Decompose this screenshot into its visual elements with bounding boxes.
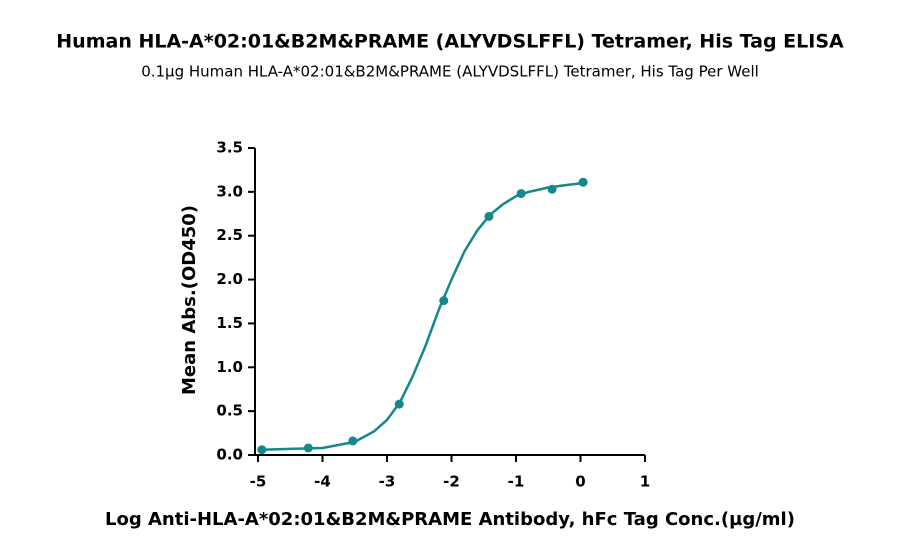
y-tick-label: 1.5 bbox=[216, 314, 243, 332]
y-tick-label: 0.0 bbox=[216, 446, 243, 464]
x-tick-label: -2 bbox=[443, 473, 460, 491]
y-tick-label: 3.0 bbox=[216, 182, 243, 200]
data-point bbox=[257, 445, 267, 455]
chart-title: Human HLA-A*02:01&B2M&PRAME (ALYVDSLFFL)… bbox=[56, 31, 844, 53]
x-tick-label: -4 bbox=[314, 473, 331, 491]
y-tick-label: 0.5 bbox=[216, 402, 243, 420]
y-tick-label: 1.0 bbox=[216, 358, 243, 376]
x-axis-label: Log Anti-HLA-A*02:01&B2M&PRAME Antibody,… bbox=[105, 509, 795, 530]
x-tick-label: -3 bbox=[379, 473, 396, 491]
x-tick-label: 1 bbox=[640, 473, 650, 491]
y-axis-label: Mean Abs.(OD450) bbox=[179, 205, 200, 395]
y-tick-label: 3.5 bbox=[216, 139, 243, 157]
data-point bbox=[394, 399, 404, 409]
x-tick-label: 0 bbox=[575, 473, 585, 491]
data-point bbox=[303, 443, 313, 453]
x-tick-label: -5 bbox=[250, 473, 267, 491]
fit-curve bbox=[261, 181, 584, 451]
data-point bbox=[516, 189, 526, 199]
data-point bbox=[484, 211, 494, 221]
data-point bbox=[578, 177, 588, 187]
x-tick-label: -1 bbox=[508, 473, 525, 491]
data-point bbox=[439, 296, 449, 306]
data-point bbox=[348, 436, 358, 446]
data-point bbox=[547, 184, 557, 194]
chart-subtitle: 0.1µg Human HLA-A*02:01&B2M&PRAME (ALYVD… bbox=[141, 63, 759, 81]
y-tick-label: 2.5 bbox=[216, 226, 243, 244]
y-tick-label: 2.0 bbox=[216, 270, 243, 288]
